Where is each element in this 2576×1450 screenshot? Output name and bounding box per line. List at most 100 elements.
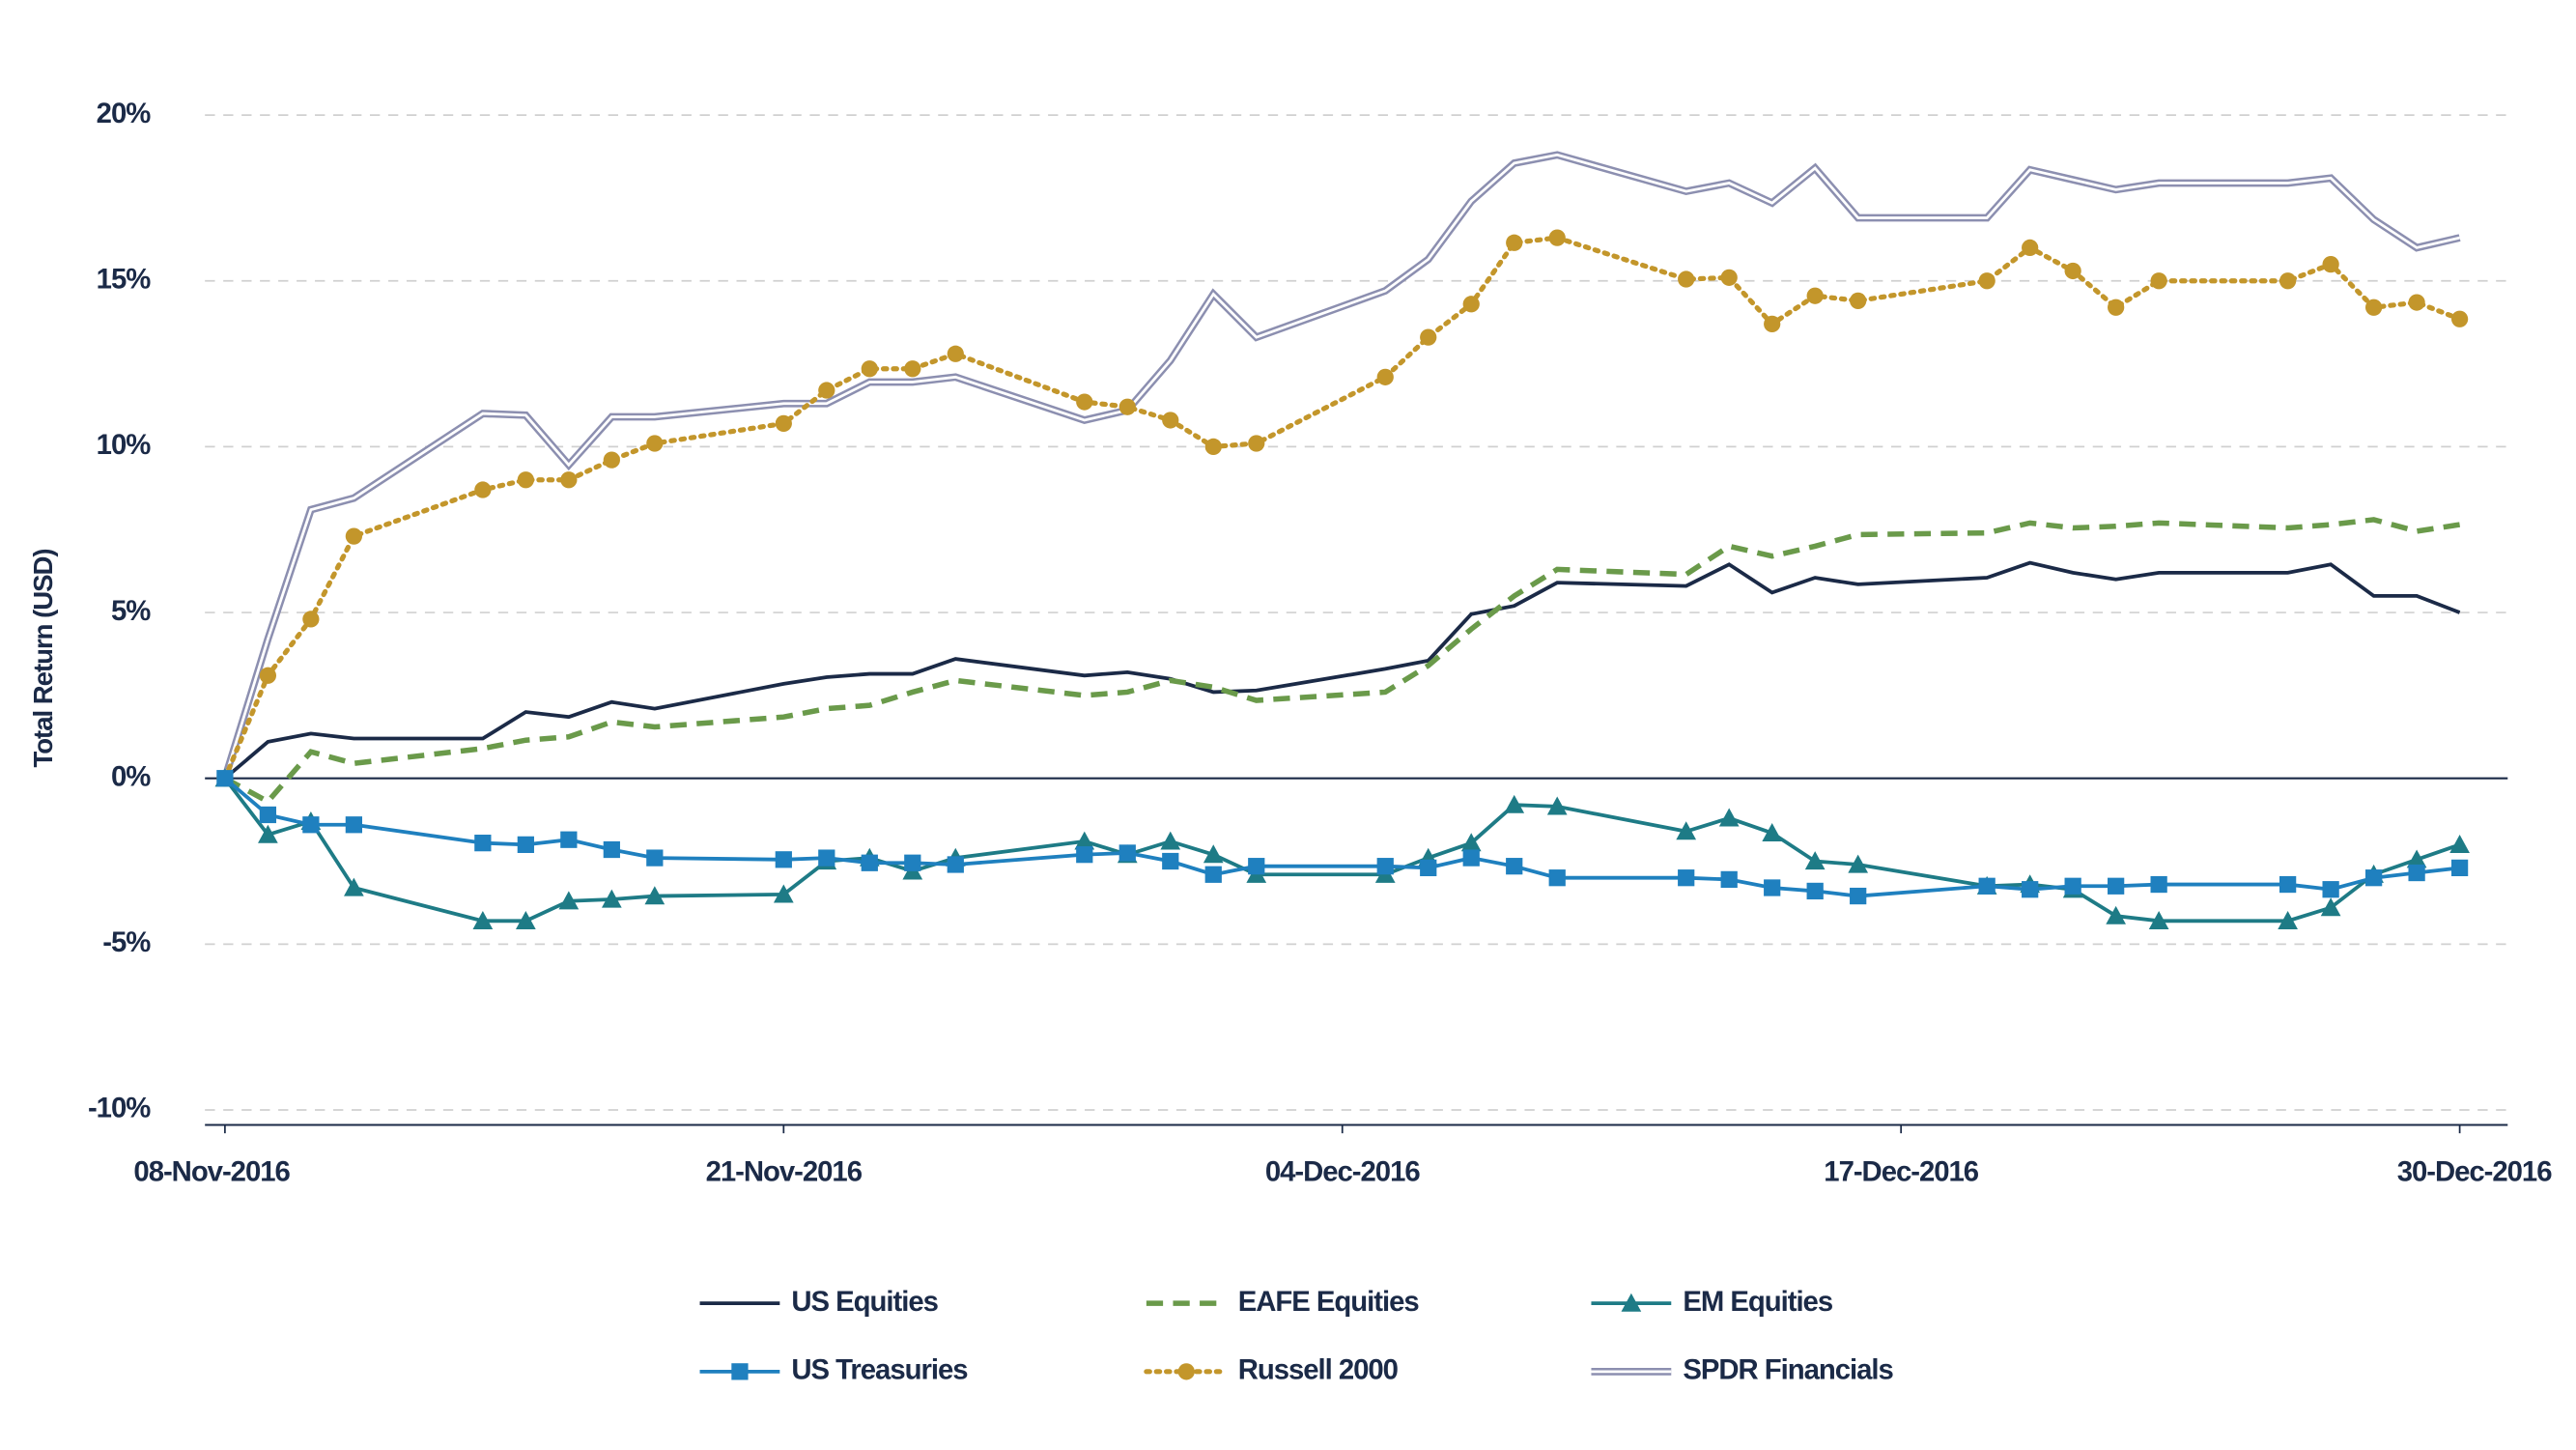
square-marker bbox=[2064, 877, 2081, 895]
circle-marker bbox=[1420, 328, 1437, 346]
square-marker bbox=[1978, 877, 1996, 895]
x-tick-label: 17-Dec-2016 bbox=[1824, 1155, 1978, 1187]
legend-item: EAFE Equities bbox=[1146, 1286, 1420, 1318]
triangle-marker bbox=[1460, 833, 1482, 852]
x-tick-label: 08-Nov-2016 bbox=[133, 1155, 290, 1187]
circle-marker bbox=[1720, 269, 1738, 286]
triangle-marker bbox=[2406, 849, 2427, 868]
series-line bbox=[223, 517, 2461, 806]
square-marker bbox=[1506, 858, 1523, 875]
circle-marker bbox=[1678, 270, 1695, 288]
series-line bbox=[223, 777, 2461, 924]
circle-marker bbox=[2150, 272, 2167, 290]
square-marker bbox=[1462, 849, 1480, 867]
legend-marker bbox=[731, 1363, 749, 1380]
legend-label: US Treasuries bbox=[791, 1354, 968, 1386]
circle-marker bbox=[861, 360, 878, 378]
triangle-marker bbox=[1804, 851, 1826, 870]
square-marker bbox=[1118, 844, 1136, 862]
y-tick-label: -5% bbox=[102, 926, 151, 958]
y-tick-label: 10% bbox=[97, 429, 152, 461]
square-marker bbox=[947, 856, 964, 873]
legend-label: EAFE Equities bbox=[1238, 1286, 1420, 1318]
circle-marker bbox=[1806, 287, 1824, 304]
triangle-marker bbox=[1546, 796, 1568, 815]
circle-marker bbox=[1204, 438, 1222, 456]
circle-marker bbox=[1764, 315, 1781, 333]
triangle-marker bbox=[558, 891, 580, 910]
square-marker bbox=[259, 806, 277, 824]
y-axis-label: Total Return (USD) bbox=[28, 549, 58, 767]
circle-marker bbox=[2450, 310, 2469, 327]
legend-item: EM Equities bbox=[1591, 1286, 1834, 1318]
triangle-marker bbox=[773, 884, 794, 903]
circle-marker bbox=[1548, 229, 1566, 246]
legend-label: US Equities bbox=[791, 1286, 938, 1318]
square-marker bbox=[2108, 877, 2125, 895]
series-line bbox=[223, 777, 2460, 898]
triangle-marker bbox=[1762, 822, 1783, 841]
triangle-marker bbox=[1160, 831, 1181, 850]
x-tick-label: 21-Nov-2016 bbox=[706, 1155, 863, 1187]
circle-marker bbox=[2408, 294, 2425, 311]
legend-label: SPDR Financials bbox=[1683, 1354, 1893, 1386]
legend-item: SPDR Financials bbox=[1591, 1354, 1895, 1386]
triangle-marker bbox=[1718, 808, 1740, 827]
circle-marker bbox=[2364, 299, 2383, 316]
square-marker bbox=[861, 854, 878, 871]
series bbox=[223, 560, 2461, 781]
square-marker bbox=[1548, 869, 1566, 887]
circle-marker bbox=[517, 471, 534, 489]
y-tick-label: 20% bbox=[97, 98, 152, 129]
triangle-marker bbox=[1848, 854, 1869, 873]
square-marker bbox=[2408, 864, 2425, 882]
square-marker bbox=[1076, 846, 1093, 864]
circle-marker bbox=[1118, 398, 1136, 415]
circle-marker bbox=[775, 414, 792, 433]
square-marker bbox=[2150, 875, 2167, 894]
square-marker bbox=[1420, 859, 1437, 877]
square-marker bbox=[560, 831, 578, 848]
square-marker bbox=[1720, 870, 1738, 889]
circle-marker bbox=[1462, 296, 1480, 313]
legend-item: US Equities bbox=[699, 1286, 940, 1318]
circle-marker bbox=[1850, 292, 1867, 309]
legend-label: Russell 2000 bbox=[1238, 1354, 1399, 1386]
circle-marker bbox=[646, 435, 664, 452]
circle-marker bbox=[1978, 272, 1996, 290]
square-marker bbox=[1204, 866, 1222, 883]
y-tick-label: 0% bbox=[111, 760, 151, 792]
circle-marker bbox=[2064, 262, 2081, 280]
series bbox=[221, 151, 2461, 780]
triangle-marker bbox=[2278, 910, 2298, 929]
circle-marker bbox=[818, 382, 835, 399]
series bbox=[223, 517, 2461, 806]
y-tick-label: 15% bbox=[97, 264, 152, 296]
circle-marker bbox=[1076, 393, 1093, 411]
triangle-marker bbox=[1504, 794, 1525, 813]
circle-marker bbox=[947, 345, 964, 362]
square-marker bbox=[302, 816, 320, 834]
legend-item: Russell 2000 bbox=[1144, 1354, 1400, 1386]
triangle-marker bbox=[472, 910, 494, 929]
y-tick-label: -10% bbox=[88, 1093, 151, 1124]
legend-item: US Treasuries bbox=[699, 1354, 969, 1386]
x-tick-label: 30-Dec-2016 bbox=[2397, 1155, 2552, 1187]
circle-marker bbox=[345, 527, 362, 545]
square-marker bbox=[2364, 869, 2383, 887]
circle-marker bbox=[1376, 368, 1394, 385]
triangle-marker bbox=[2320, 897, 2341, 917]
square-marker bbox=[1850, 887, 1867, 905]
square-marker bbox=[345, 816, 362, 834]
square-marker bbox=[216, 770, 234, 787]
circle-marker bbox=[474, 481, 492, 498]
circle-marker bbox=[1162, 412, 1179, 429]
square-marker bbox=[775, 851, 792, 868]
circle-marker bbox=[2022, 239, 2039, 257]
y-tick-label: 5% bbox=[111, 595, 151, 627]
series-line bbox=[223, 560, 2461, 781]
triangle-marker bbox=[644, 886, 665, 905]
square-marker bbox=[2322, 881, 2339, 898]
triangle-marker bbox=[2106, 905, 2126, 924]
